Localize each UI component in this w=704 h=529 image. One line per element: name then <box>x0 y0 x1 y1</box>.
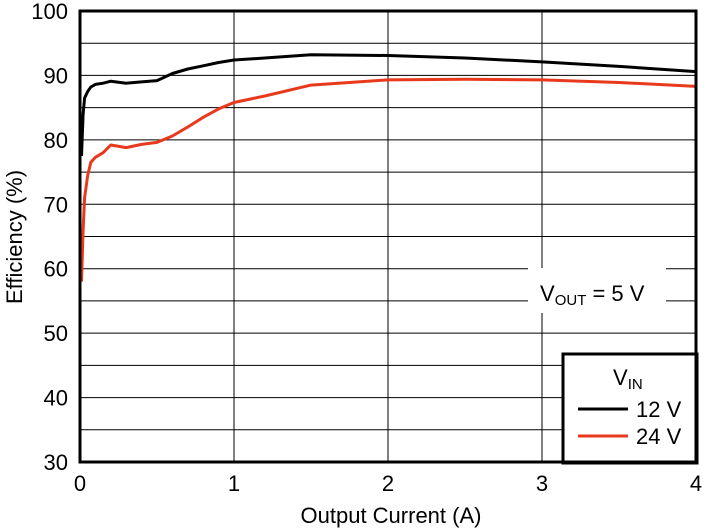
y-tick-label-0: 30 <box>44 450 68 475</box>
y-tick-label-3: 60 <box>44 257 68 282</box>
legend-title-sub: IN <box>628 376 643 393</box>
x-tick-label-4: 4 <box>690 471 702 496</box>
legend-label-24v: 24 V <box>636 424 682 449</box>
series-lines <box>80 53 697 282</box>
y-axis-label: Efficiency (%) <box>2 170 27 304</box>
legend-title: VIN <box>613 365 643 393</box>
vout-annotation: VOUT = 5 V <box>540 281 645 309</box>
y-tick-label-2: 50 <box>44 321 68 346</box>
y-tick-label-4: 70 <box>44 192 68 217</box>
y-tick-label-1: 40 <box>44 386 68 411</box>
vout-main: V <box>540 281 555 306</box>
y-tick-label-5: 80 <box>44 128 68 153</box>
vout-annotation-box <box>528 268 666 313</box>
x-tick-label-2: 2 <box>382 471 394 496</box>
x-tick-label-3: 3 <box>536 471 548 496</box>
x-axis-label: Output Current (A) <box>301 503 482 528</box>
tick-labels: 0 1 2 3 4 30 40 50 60 70 80 90 100 <box>31 0 702 496</box>
y-tick-label-7: 100 <box>31 0 68 24</box>
x-tick-label-1: 1 <box>228 471 240 496</box>
x-tick-label-0: 0 <box>74 471 86 496</box>
plot-frame <box>78 9 698 464</box>
vout-sub: OUT <box>555 292 587 309</box>
vout-rest: = 5 V <box>586 281 644 306</box>
legend: VIN 12 V 24 V <box>561 352 699 465</box>
series-line-24v <box>80 77 697 282</box>
series-line-12v <box>80 53 697 157</box>
y-tick-label-6: 90 <box>44 63 68 88</box>
legend-label-12v: 12 V <box>636 397 682 422</box>
legend-title-main: V <box>613 365 628 390</box>
